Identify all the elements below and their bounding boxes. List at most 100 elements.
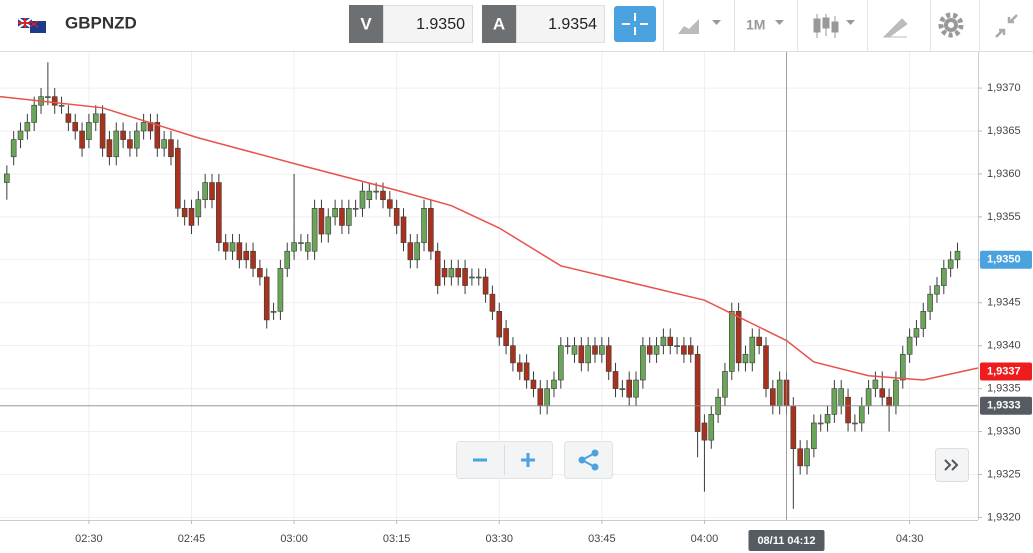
timeframe[interactable]: 1M xyxy=(746,17,765,33)
chart-style-button[interactable] xyxy=(678,19,721,34)
price-label: 1,9337 xyxy=(987,365,1021,377)
candle-body xyxy=(749,336,756,364)
candle-body xyxy=(455,268,462,278)
candle-body xyxy=(653,345,660,355)
candle-body xyxy=(920,311,927,329)
price-label-box xyxy=(980,362,1032,381)
candle-body xyxy=(86,122,92,140)
candle-body xyxy=(366,190,373,200)
candle-body xyxy=(277,268,284,312)
candle-body xyxy=(674,345,680,347)
candle-body xyxy=(154,122,161,149)
crosshair-label-box xyxy=(748,530,825,551)
toolbar-dividers xyxy=(663,0,980,51)
candle-body xyxy=(906,336,913,355)
candle-body xyxy=(345,207,352,226)
zoom-in-button[interactable] xyxy=(521,453,535,467)
candle-body xyxy=(236,242,243,261)
ask-badge xyxy=(482,5,516,43)
ask-field[interactable] xyxy=(516,5,605,43)
x-tick-label: 03:45 xyxy=(588,533,616,545)
candle-body xyxy=(421,207,427,243)
candle-body xyxy=(523,362,530,381)
candle-body xyxy=(284,250,291,269)
candle-body xyxy=(886,396,892,407)
candle-body xyxy=(51,96,58,106)
share-button[interactable] xyxy=(564,441,613,479)
candle-body xyxy=(831,388,838,415)
crosshair-label: 08/11 04:12 xyxy=(757,535,815,547)
candle-body xyxy=(304,242,311,252)
candle-body xyxy=(250,250,256,269)
candle-body xyxy=(646,345,653,355)
price-label-box xyxy=(980,250,1032,269)
candle-body xyxy=(564,345,571,347)
candle-body xyxy=(728,311,735,372)
candle-body xyxy=(58,104,65,107)
zoom-controls xyxy=(456,441,553,479)
y-tick-label: 1,9330 xyxy=(987,425,1021,437)
candle-body xyxy=(496,311,503,338)
x-tick-label: 02:30 xyxy=(75,533,103,545)
candle-body xyxy=(516,362,523,372)
candle-body xyxy=(763,345,769,389)
candle-body xyxy=(31,104,37,123)
candle-body xyxy=(852,422,858,425)
price-label: 1,9333 xyxy=(987,400,1021,412)
candle-body xyxy=(756,336,762,346)
candle-body xyxy=(865,388,872,407)
candle-body xyxy=(934,285,940,295)
candle-body xyxy=(202,182,208,200)
candle-body xyxy=(373,190,379,193)
collapse-button[interactable] xyxy=(995,14,1018,38)
candle-body xyxy=(17,130,24,140)
bid-price: 1.9350 xyxy=(416,16,465,33)
candle-body xyxy=(872,379,879,389)
candle-body xyxy=(161,139,167,149)
candle-body xyxy=(941,268,947,286)
candle-body xyxy=(263,276,270,321)
candle-body xyxy=(168,139,174,158)
candle-body xyxy=(462,268,468,286)
candle-body xyxy=(694,353,701,432)
candle-body xyxy=(811,422,817,450)
candle-body xyxy=(469,276,475,279)
candle-body xyxy=(585,345,591,364)
y-tick-label: 1,9365 xyxy=(987,125,1021,137)
y-tick-label: 1,9345 xyxy=(987,297,1021,309)
candle-body xyxy=(858,405,865,424)
x-tick-label: 03:00 xyxy=(280,533,308,545)
candle-body xyxy=(311,207,318,252)
candle-body xyxy=(127,139,133,149)
candle-body xyxy=(489,293,496,312)
candle-body xyxy=(687,345,694,355)
candle-body xyxy=(776,379,783,407)
settings-button[interactable] xyxy=(938,12,964,38)
candle-body xyxy=(475,276,482,279)
crosshair-button[interactable] xyxy=(614,6,656,42)
candle-body xyxy=(927,293,933,312)
y-tick-label: 1,9320 xyxy=(987,511,1021,523)
draw-tool-button[interactable] xyxy=(882,18,908,38)
candle-body xyxy=(339,207,345,226)
candle-body xyxy=(229,242,236,252)
bid-field[interactable] xyxy=(383,5,473,43)
candle-body xyxy=(65,113,72,123)
x-tick-label: 03:15 xyxy=(383,533,411,545)
candle-body xyxy=(448,268,455,278)
scroll-latest-button[interactable] xyxy=(935,448,969,482)
candle-body xyxy=(838,388,845,407)
candle-body xyxy=(701,422,708,441)
candle-body xyxy=(113,130,120,158)
candle-body xyxy=(120,130,126,140)
candle-body xyxy=(913,328,920,338)
candle-body xyxy=(387,199,393,209)
candle-body xyxy=(407,242,414,261)
candle-body xyxy=(414,242,420,261)
candle-body xyxy=(619,388,626,390)
timeframe-arrow xyxy=(775,20,784,25)
candle-type-button[interactable] xyxy=(813,14,855,38)
candle-body xyxy=(45,96,51,98)
candle-body xyxy=(195,199,202,218)
candle-body xyxy=(270,311,277,313)
